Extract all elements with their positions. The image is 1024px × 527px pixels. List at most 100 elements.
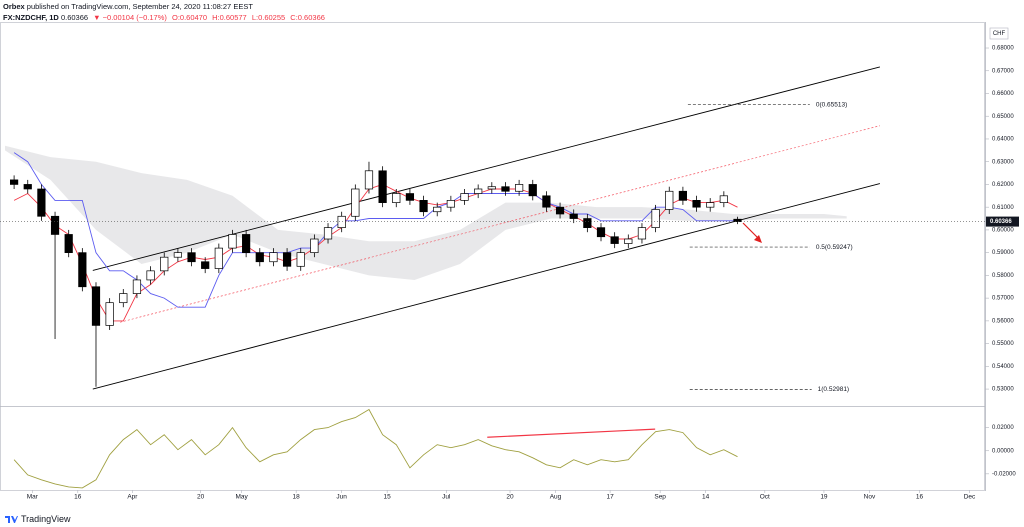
candle-body xyxy=(460,193,469,201)
candle-body xyxy=(637,227,647,240)
indicator-line xyxy=(13,152,738,308)
candle-body xyxy=(378,170,387,203)
author: Orbex xyxy=(3,2,25,11)
candle-body xyxy=(255,252,264,263)
symbol-line: FX:NZDCHF, 1D 0.60366 ▼ −0.00104 (−0.17%… xyxy=(3,12,328,23)
projection-arrow xyxy=(742,222,762,243)
open: O:0.60470 xyxy=(171,13,208,22)
y-tick-label: 0.53000 xyxy=(992,387,1014,393)
candle-body xyxy=(364,170,374,190)
x-tick-label: 16 xyxy=(74,494,82,501)
candle-body xyxy=(501,186,510,192)
plot-frame xyxy=(0,22,985,491)
y-tick-label: 0.66000 xyxy=(992,91,1014,97)
logo xyxy=(5,516,18,523)
last-price-box xyxy=(986,216,1019,227)
candle-body xyxy=(405,193,415,201)
candle-body xyxy=(665,190,674,210)
candle-body xyxy=(583,218,592,228)
candle-body xyxy=(528,184,537,197)
candle-body xyxy=(706,202,715,208)
candle-body xyxy=(433,206,442,213)
candle-body xyxy=(310,238,319,254)
candle-body xyxy=(596,227,606,238)
x-tick-label: 15 xyxy=(384,494,392,501)
y-tick-label: 0.61000 xyxy=(992,205,1014,211)
candle-body xyxy=(610,236,619,244)
published: published on TradingView.com, September … xyxy=(26,2,253,11)
y-tick-label: 0.68000 xyxy=(992,46,1014,52)
x-tick-label: Jun xyxy=(336,494,347,501)
y-tick-label: 0.67000 xyxy=(992,68,1014,74)
candle-body xyxy=(9,179,19,185)
x-tick-label: Nov xyxy=(864,494,876,501)
y-tick-label: 0.56000 xyxy=(992,318,1014,324)
last-price: 0.60366 xyxy=(60,13,89,22)
y-tick-label: 0.57000 xyxy=(992,296,1014,302)
candle-body xyxy=(269,252,278,263)
candle-body xyxy=(78,252,87,288)
candle-body xyxy=(337,215,346,228)
candle-body xyxy=(446,200,455,208)
arrow-head xyxy=(754,235,762,243)
symbol: FX:NZDCHF, 1D xyxy=(3,13,59,22)
candle-body xyxy=(146,270,155,281)
candle-body xyxy=(624,238,633,244)
change: ▼ −0.00104 (−0.17%) xyxy=(93,13,167,22)
candle-body xyxy=(119,293,128,304)
x-tick-label: 20 xyxy=(506,494,514,501)
candle-body xyxy=(323,227,333,240)
x-tick-label: Sep xyxy=(654,494,666,501)
candle-body xyxy=(719,195,728,203)
candle-body xyxy=(91,286,101,326)
channel-line xyxy=(120,125,880,323)
last-price-label: 0.60366 xyxy=(990,219,1012,225)
currency: CHF xyxy=(993,31,1006,37)
candle-body xyxy=(201,261,210,269)
candle-body xyxy=(515,184,524,192)
channel-line xyxy=(92,66,881,271)
candle-body xyxy=(214,247,223,269)
candle-body xyxy=(132,279,142,294)
x-tick-label: 20 xyxy=(197,494,205,501)
low: L:0.60255 xyxy=(251,13,286,22)
x-tick-label: Oct xyxy=(760,494,770,501)
y-tick-label: -0.02000 xyxy=(992,471,1016,477)
high: H:0.60577 xyxy=(212,13,247,22)
fib-label: 1(0.52981) xyxy=(818,386,849,393)
candle-body xyxy=(187,252,196,263)
y-tick-label: 0.59000 xyxy=(992,250,1014,256)
x-tick-label: 16 xyxy=(916,494,924,501)
candle-body xyxy=(474,188,483,194)
channel-line xyxy=(92,183,881,390)
x-tick-label: 14 xyxy=(702,494,710,501)
candle-body xyxy=(282,252,292,267)
candle-body xyxy=(228,234,237,249)
y-tick-label: 0.02000 xyxy=(992,425,1014,431)
x-tick-label: 18 xyxy=(293,494,301,501)
candle-body xyxy=(160,256,169,272)
close: C:0.60366 xyxy=(290,13,325,22)
x-tick-label: Dec xyxy=(964,494,976,501)
fib-label: 0.5(0.59247) xyxy=(816,244,853,251)
y-tick-label: 0.58000 xyxy=(992,273,1014,279)
candle-body xyxy=(50,215,60,235)
header: Orbex published on TradingView.com, Sept… xyxy=(3,1,328,23)
currency-box xyxy=(989,27,1009,40)
brand-icon xyxy=(5,516,18,523)
chart: CHF 0.53000 0.54000 0.55000 0.56000 0.57000 0… xyxy=(0,22,1019,501)
candle-body xyxy=(173,252,182,258)
candle-body xyxy=(569,213,578,219)
fib-label: 0(0.65513) xyxy=(816,101,847,108)
candle-body xyxy=(419,200,428,213)
candle-body xyxy=(37,188,46,217)
candle-body xyxy=(242,234,251,254)
publish-line: Orbex published on TradingView.com, Sept… xyxy=(3,1,328,12)
y-tick-label: 0.65000 xyxy=(992,114,1014,120)
candle-body xyxy=(542,195,551,208)
trend-line xyxy=(487,428,656,438)
candle-body xyxy=(392,193,401,203)
candle-body xyxy=(23,184,32,190)
x-tick-label: Mar xyxy=(27,494,39,501)
candle-body xyxy=(555,206,565,215)
